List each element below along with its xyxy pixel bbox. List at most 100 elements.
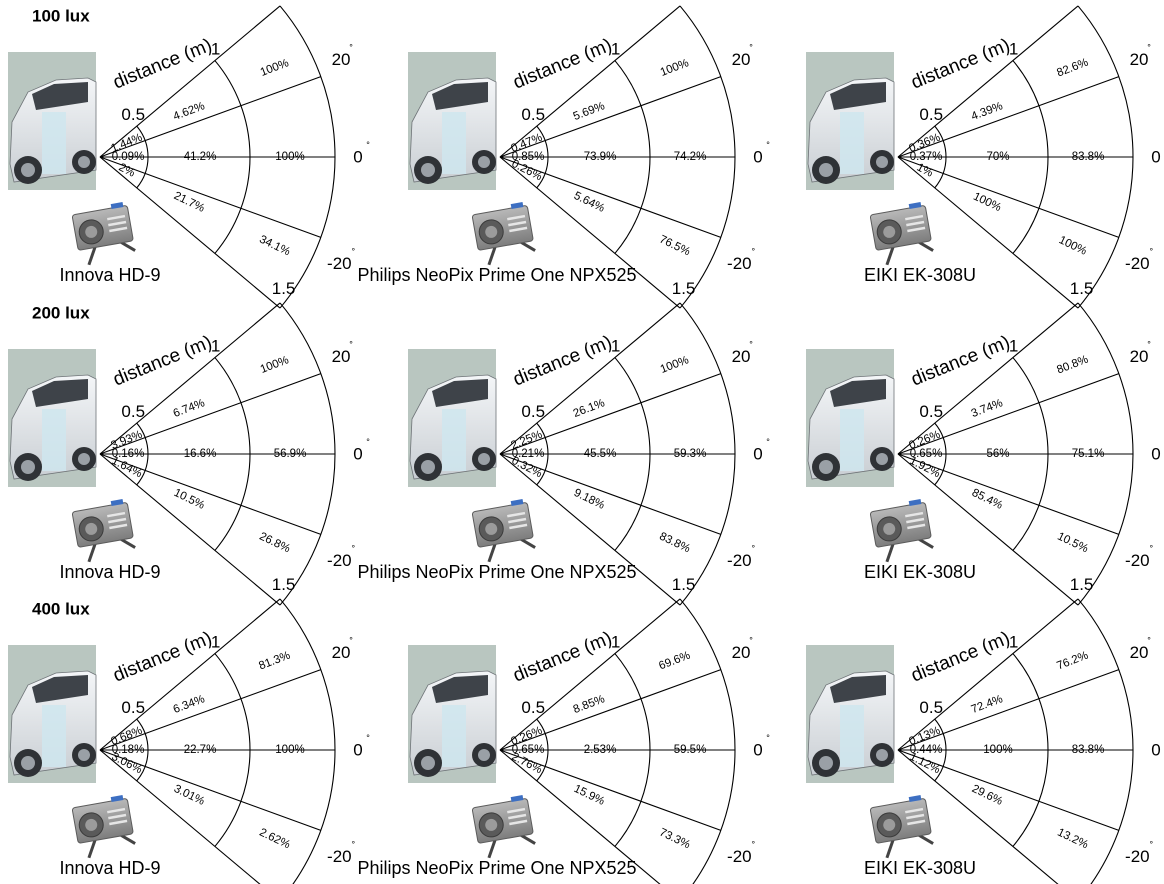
detection-rate-label: 100% (259, 354, 291, 376)
lux-level-title: 200 lux (32, 304, 90, 323)
angle-label: -20 (327, 551, 352, 570)
projector-panel: distance (m)0.511.520°0°-20°1.44%0.09%2%… (8, 0, 370, 309)
car-projection-photo (8, 52, 97, 190)
distance-ring-arc (1012, 357, 1049, 551)
angle-label: -20 (327, 847, 352, 866)
distance-axis-title: distance (m) (908, 332, 1013, 391)
device-name: EIKI EK-308U (864, 265, 976, 285)
detection-rate-label: 2.53% (584, 744, 617, 756)
distance-tick-label: 0.5 (919, 105, 943, 124)
distance-axis-title: distance (m) (110, 332, 215, 391)
projector-panel: distance (m)0.511.520°0°-20°0.26%0.65%2.… (357, 575, 770, 884)
sector-boundary-line (499, 373, 722, 455)
sector-boundary-line (897, 598, 1079, 751)
detection-rate-label: 81.3% (257, 650, 292, 673)
distance-tick-label: 0.5 (521, 402, 545, 421)
projector-panel: distance (m)0.511.520°0°-20°0.13%0.44%1.… (806, 575, 1161, 884)
sector-boundary-line (897, 373, 1120, 455)
degree-symbol: ° (749, 43, 753, 53)
distance-ring-arc (934, 422, 947, 486)
distance-axis-title: distance (m) (110, 628, 215, 687)
detection-rate-label: 100% (659, 57, 691, 79)
projector-icon (71, 202, 136, 266)
degree-symbol: ° (366, 140, 370, 150)
distance-ring-arc (136, 422, 149, 486)
angle-label: -20 (1125, 254, 1150, 273)
angle-label: 0 (353, 148, 362, 167)
detection-rate-label: 69.6% (657, 650, 692, 673)
sector-boundary-line (897, 76, 1120, 158)
car-projection-photo (806, 645, 895, 783)
degree-symbol: ° (749, 340, 753, 350)
angle-label: 0 (353, 741, 362, 760)
sector-boundary-line (499, 302, 681, 455)
distance-tick-label: 1.5 (1070, 279, 1094, 298)
distance-tick-label: 0.5 (121, 402, 145, 421)
distance-ring-arc (214, 60, 251, 254)
detection-rate-label: 76.5% (657, 234, 692, 259)
distance-ring-arc (536, 718, 549, 782)
sector-boundary-line (99, 156, 281, 309)
degree-symbol: ° (766, 140, 770, 150)
sector-boundary-line (499, 598, 681, 751)
detection-rate-label: 100% (659, 354, 691, 376)
degree-symbol: ° (352, 247, 356, 257)
distance-tick-label: 1 (211, 633, 220, 652)
degree-symbol: ° (352, 840, 356, 850)
detection-rate-label: 34.1% (257, 234, 292, 259)
distance-tick-label: 1.5 (672, 575, 696, 594)
distance-tick-label: 1 (611, 40, 620, 59)
distance-ring-arc (1077, 5, 1134, 309)
projector-panel: distance (m)0.511.520°0°-20°2.25%0.21%0.… (357, 279, 770, 606)
device-name: Philips NeoPix Prime One NPX525 (357, 858, 636, 878)
distance-tick-label: 1.5 (1070, 575, 1094, 594)
sector-boundary-line (99, 302, 281, 455)
device-name: Innova HD-9 (59, 858, 160, 878)
projector-icon (471, 499, 536, 563)
angle-label: 0 (1151, 148, 1160, 167)
distance-ring-arc (536, 125, 549, 189)
projector-icon (869, 499, 934, 563)
distance-axis-title: distance (m) (908, 35, 1013, 94)
detection-rate-label: 0.44% (910, 744, 943, 756)
distance-tick-label: 1.5 (272, 279, 296, 298)
detection-rate-label: 83.8% (1072, 151, 1105, 163)
detection-rate-label: 0.85% (512, 151, 545, 163)
distance-tick-label: 0.5 (521, 698, 545, 717)
degree-symbol: ° (1150, 544, 1154, 554)
detection-rate-label: 83.8% (1072, 744, 1105, 756)
distance-tick-label: 0.5 (919, 402, 943, 421)
detection-rate-label: 100% (1057, 234, 1089, 258)
distance-tick-label: 1.5 (672, 0, 696, 1)
distance-tick-label: 1.5 (272, 575, 296, 594)
angle-label: 20 (332, 643, 351, 662)
device-name: Philips NeoPix Prime One NPX525 (357, 265, 636, 285)
detection-rate-label: 22.7% (184, 744, 217, 756)
degree-symbol: ° (1150, 840, 1154, 850)
detection-rate-label: 100% (983, 744, 1012, 756)
distance-axis-title: distance (m) (908, 628, 1013, 687)
detection-rate-label: 0.65% (910, 448, 943, 460)
projector-panel: distance (m)0.511.520°0°-20°0.47%0.85%0.… (357, 0, 770, 309)
detection-rate-label: 2% (117, 161, 137, 179)
distance-ring-arc (614, 60, 651, 254)
degree-symbol: ° (749, 636, 753, 646)
car-projection-photo (806, 52, 895, 190)
angle-label: 20 (732, 643, 751, 662)
distance-tick-label: 1.5 (272, 0, 296, 1)
distance-axis-title: distance (m) (110, 35, 215, 94)
sector-boundary-line (897, 156, 1079, 309)
sector-boundary-line (99, 669, 322, 751)
degree-symbol: ° (352, 544, 356, 554)
distance-tick-label: 1 (211, 40, 220, 59)
detection-rate-label: 1% (915, 161, 935, 179)
sector-boundary-line (897, 749, 1059, 884)
sector-boundary-line (499, 76, 722, 158)
projector-panel: distance (m)0.511.520°0°-20°3.93%0.16%1.… (8, 279, 370, 606)
angle-label: 0 (1151, 445, 1160, 464)
detection-rate-label: 41.2% (184, 151, 217, 163)
distance-ring-arc (934, 718, 947, 782)
detection-rate-label: 0.16% (112, 448, 145, 460)
device-name: Philips NeoPix Prime One NPX525 (357, 562, 636, 582)
angle-label: -20 (727, 254, 752, 273)
